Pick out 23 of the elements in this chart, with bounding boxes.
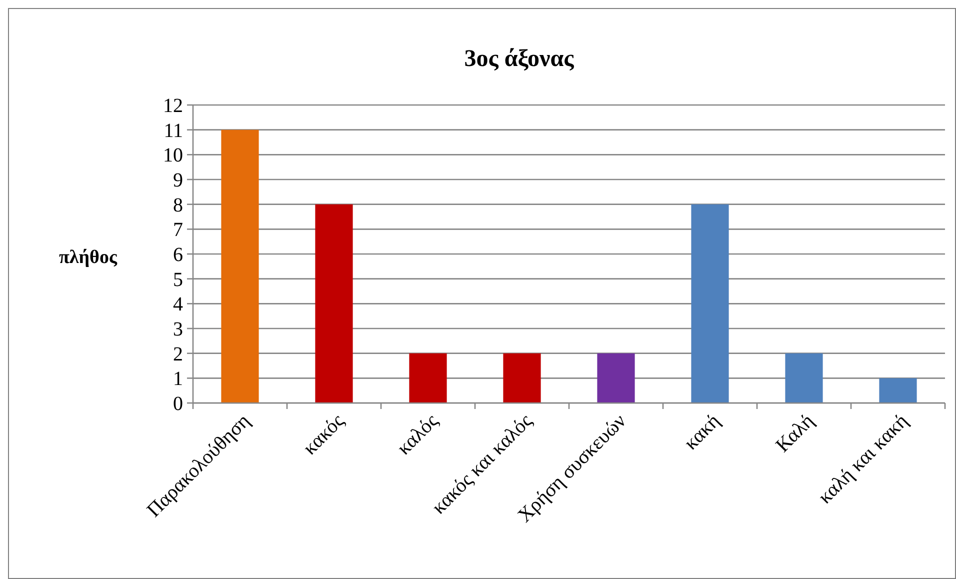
y-tick-label: 5 <box>173 268 183 291</box>
bar <box>503 353 541 403</box>
bar <box>597 353 635 403</box>
y-tick-label: 6 <box>173 244 183 266</box>
y-tick-label: 10 <box>163 144 183 167</box>
chart-title: 3ος άξονας <box>464 46 575 72</box>
y-tick-label: 9 <box>173 170 183 192</box>
bar <box>409 353 447 403</box>
y-tick-label: 0 <box>173 393 183 415</box>
y-tick-label: 4 <box>173 294 183 316</box>
y-tick-label: 3 <box>173 318 183 340</box>
y-tick-label: 7 <box>173 219 183 242</box>
bar <box>785 353 823 403</box>
y-tick-label: 1 <box>173 368 183 390</box>
bar <box>221 130 259 403</box>
y-tick-label: 11 <box>164 120 183 142</box>
y-axis-title: πλήθος <box>59 247 118 268</box>
bar <box>691 204 729 403</box>
bar <box>879 378 917 403</box>
y-tick-label: 2 <box>173 343 183 366</box>
bar <box>315 204 353 403</box>
y-tick-label: 8 <box>173 194 183 216</box>
y-tick-label: 12 <box>163 95 183 117</box>
